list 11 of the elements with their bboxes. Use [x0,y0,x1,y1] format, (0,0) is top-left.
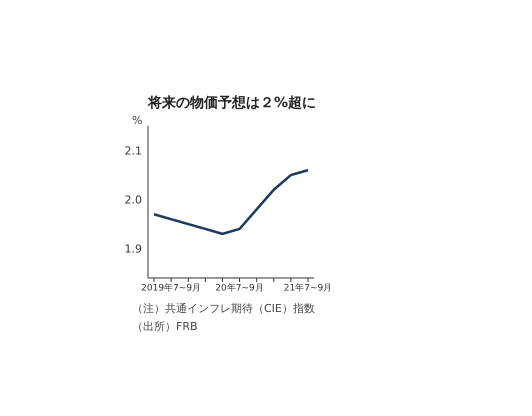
y-tick-label: 2.0 [124,193,142,206]
y-tick-label: 2.1 [124,144,142,158]
text: （出所）FRB [132,319,198,334]
x-tick-label: 2019年7~9月 [141,282,202,294]
text: （注）共通インフレ期待（CIE）指数 [132,301,315,316]
line-series [152,168,310,236]
y-tick-label: 1.9 [124,242,142,256]
chart-title: 将来の物価予想は２%超に [148,94,316,112]
x-tick-label: 20年7~9月 [215,282,264,294]
y-axis-title: % [132,114,142,127]
x-tick-label: 21年7~9月 [284,282,332,294]
